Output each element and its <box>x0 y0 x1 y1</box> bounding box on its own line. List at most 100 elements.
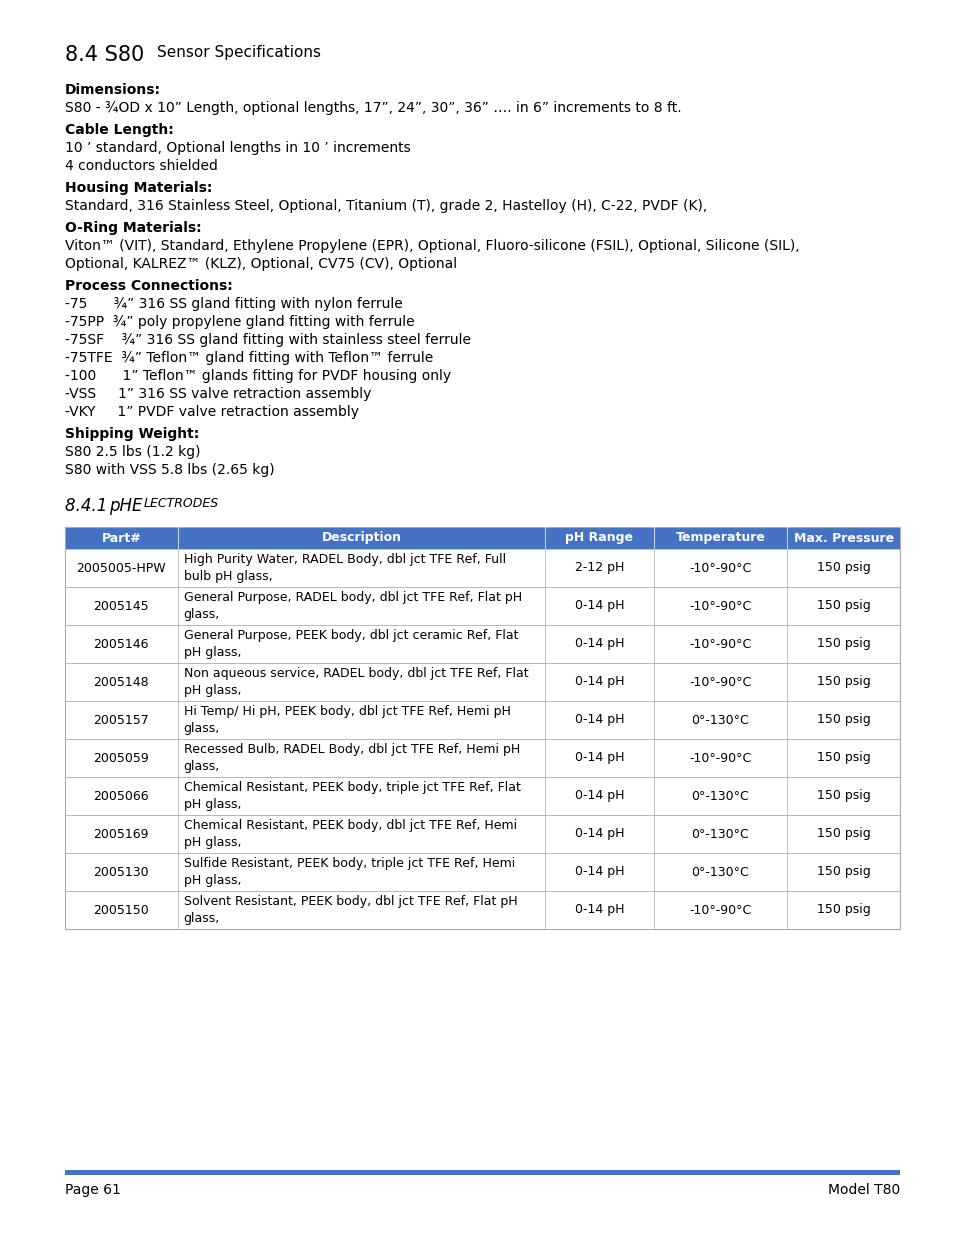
Bar <box>65 739 899 777</box>
Text: -10°-90°C: -10°-90°C <box>689 904 751 916</box>
Text: Viton™ (VIT), Standard, Ethylene Propylene (EPR), Optional, Fluoro-silicone (FSI: Viton™ (VIT), Standard, Ethylene Propyle… <box>65 240 799 253</box>
Text: 0-14 pH: 0-14 pH <box>574 676 623 688</box>
Text: 2005148: 2005148 <box>93 676 149 688</box>
Text: Temperature: Temperature <box>675 531 764 545</box>
Text: Hi Temp/ Hi pH, PEEK body, dbl jct TFE Ref, Hemi pH: Hi Temp/ Hi pH, PEEK body, dbl jct TFE R… <box>184 705 510 718</box>
Bar <box>65 853 899 890</box>
Text: S80 - ¾OD x 10” Length, optional lengths, 17”, 24”, 30”, 36” …. in 6” increments: S80 - ¾OD x 10” Length, optional lengths… <box>65 101 680 115</box>
Bar <box>65 587 899 625</box>
Text: pH: pH <box>109 496 137 515</box>
Text: glass,: glass, <box>184 722 220 735</box>
Text: Sensor Specifications: Sensor Specifications <box>157 44 320 61</box>
Text: glass,: glass, <box>184 760 220 773</box>
Text: 2-12 pH: 2-12 pH <box>574 562 623 574</box>
Bar <box>177 527 544 550</box>
Bar <box>65 663 899 701</box>
Text: 2005130: 2005130 <box>93 866 149 878</box>
Text: Description: Description <box>321 531 401 545</box>
Text: 2005145: 2005145 <box>93 599 149 613</box>
Bar <box>65 701 899 739</box>
Text: 2005066: 2005066 <box>93 789 149 803</box>
Text: General Purpose, RADEL body, dbl jct TFE Ref, Flat pH: General Purpose, RADEL body, dbl jct TFE… <box>184 592 521 604</box>
Text: -10°-90°C: -10°-90°C <box>689 599 751 613</box>
Text: pH glass,: pH glass, <box>184 646 241 658</box>
Text: 2005146: 2005146 <box>93 637 149 651</box>
Text: Part#: Part# <box>101 531 141 545</box>
Text: -10°-90°C: -10°-90°C <box>689 676 751 688</box>
Text: 0°-130°C: 0°-130°C <box>691 789 748 803</box>
Text: -VKY     1” PVDF valve retraction assembly: -VKY 1” PVDF valve retraction assembly <box>65 405 358 419</box>
Text: 0-14 pH: 0-14 pH <box>574 637 623 651</box>
Text: Recessed Bulb, RADEL Body, dbl jct TFE Ref, Hemi pH: Recessed Bulb, RADEL Body, dbl jct TFE R… <box>184 743 519 756</box>
Bar <box>65 815 899 853</box>
Text: 150 psig: 150 psig <box>816 827 869 841</box>
Text: 2005059: 2005059 <box>93 752 149 764</box>
Text: 0-14 pH: 0-14 pH <box>574 599 623 613</box>
Text: 2005169: 2005169 <box>93 827 149 841</box>
Text: -VSS     1” 316 SS valve retraction assembly: -VSS 1” 316 SS valve retraction assembly <box>65 387 371 401</box>
Text: Page 61: Page 61 <box>65 1183 121 1197</box>
Text: Model T80: Model T80 <box>827 1183 899 1197</box>
Bar <box>65 1170 899 1174</box>
Text: -75TFE  ¾” Teflon™ gland fitting with Teflon™ ferrule: -75TFE ¾” Teflon™ gland fitting with Tef… <box>65 351 433 366</box>
Text: S80 2.5 lbs (1.2 kg): S80 2.5 lbs (1.2 kg) <box>65 445 200 459</box>
Text: -10°-90°C: -10°-90°C <box>689 752 751 764</box>
Text: 0-14 pH: 0-14 pH <box>574 752 623 764</box>
Text: 150 psig: 150 psig <box>816 562 869 574</box>
Text: pH glass,: pH glass, <box>184 836 241 848</box>
Text: 0-14 pH: 0-14 pH <box>574 789 623 803</box>
Text: 150 psig: 150 psig <box>816 866 869 878</box>
Text: Dimensions:: Dimensions: <box>65 83 161 98</box>
Text: Housing Materials:: Housing Materials: <box>65 182 213 195</box>
Text: High Purity Water, RADEL Body, dbl jct TFE Ref, Full: High Purity Water, RADEL Body, dbl jct T… <box>184 553 505 566</box>
Text: Max. Pressure: Max. Pressure <box>793 531 893 545</box>
Text: Cable Length:: Cable Length: <box>65 124 173 137</box>
Bar <box>65 777 899 815</box>
Text: 8.4 S80: 8.4 S80 <box>65 44 151 65</box>
Text: -75      ¾” 316 SS gland fitting with nylon ferrule: -75 ¾” 316 SS gland fitting with nylon f… <box>65 296 402 311</box>
Text: pH Range: pH Range <box>565 531 633 545</box>
Text: O-Ring Materials:: O-Ring Materials: <box>65 221 201 235</box>
Text: 2005005-HPW: 2005005-HPW <box>76 562 166 574</box>
Text: pH glass,: pH glass, <box>184 874 241 887</box>
Text: Chemical Resistant, PEEK body, triple jct TFE Ref, Flat: Chemical Resistant, PEEK body, triple jc… <box>184 782 520 794</box>
Text: bulb pH glass,: bulb pH glass, <box>184 569 272 583</box>
Bar <box>786 527 899 550</box>
Text: -10°-90°C: -10°-90°C <box>689 562 751 574</box>
Text: pH glass,: pH glass, <box>184 684 241 697</box>
Text: S80 with VSS 5.8 lbs (2.65 kg): S80 with VSS 5.8 lbs (2.65 kg) <box>65 463 274 477</box>
Text: 8.4.1: 8.4.1 <box>65 496 112 515</box>
Text: -10°-90°C: -10°-90°C <box>689 637 751 651</box>
Text: -75SF    ¾” 316 SS gland fitting with stainless steel ferrule: -75SF ¾” 316 SS gland fitting with stain… <box>65 333 471 347</box>
Text: 150 psig: 150 psig <box>816 752 869 764</box>
Text: 2005157: 2005157 <box>93 714 149 726</box>
Text: 0°-130°C: 0°-130°C <box>691 866 748 878</box>
Text: General Purpose, PEEK body, dbl jct ceramic Ref, Flat: General Purpose, PEEK body, dbl jct cera… <box>184 629 517 642</box>
Text: -100      1” Teflon™ glands fitting for PVDF housing only: -100 1” Teflon™ glands fitting for PVDF … <box>65 369 451 383</box>
Bar <box>65 625 899 663</box>
Text: 0°-130°C: 0°-130°C <box>691 827 748 841</box>
Text: 0-14 pH: 0-14 pH <box>574 866 623 878</box>
Text: 10 ’ standard, Optional lengths in 10 ’ increments: 10 ’ standard, Optional lengths in 10 ’ … <box>65 141 411 156</box>
Text: Shipping Weight:: Shipping Weight: <box>65 427 199 441</box>
Text: 150 psig: 150 psig <box>816 789 869 803</box>
Text: 150 psig: 150 psig <box>816 904 869 916</box>
Bar <box>65 550 899 587</box>
Text: 0-14 pH: 0-14 pH <box>574 904 623 916</box>
Text: pH glass,: pH glass, <box>184 798 241 811</box>
Bar <box>65 890 899 929</box>
Text: 0-14 pH: 0-14 pH <box>574 714 623 726</box>
Text: Process Connections:: Process Connections: <box>65 279 233 293</box>
Text: glass,: glass, <box>184 911 220 925</box>
Text: -75PP  ¾” poly propylene gland fitting with ferrule: -75PP ¾” poly propylene gland fitting wi… <box>65 315 415 329</box>
Text: 150 psig: 150 psig <box>816 714 869 726</box>
Text: Optional, KALREZ™ (KLZ), Optional, CV75 (CV), Optional: Optional, KALREZ™ (KLZ), Optional, CV75 … <box>65 257 456 270</box>
Bar <box>653 527 786 550</box>
Text: glass,: glass, <box>184 608 220 621</box>
Text: 2005150: 2005150 <box>93 904 149 916</box>
Text: 0-14 pH: 0-14 pH <box>574 827 623 841</box>
Text: Non aqueous service, RADEL body, dbl jct TFE Ref, Flat: Non aqueous service, RADEL body, dbl jct… <box>184 667 528 680</box>
Text: 150 psig: 150 psig <box>816 676 869 688</box>
Text: 150 psig: 150 psig <box>816 637 869 651</box>
Bar <box>65 527 899 929</box>
